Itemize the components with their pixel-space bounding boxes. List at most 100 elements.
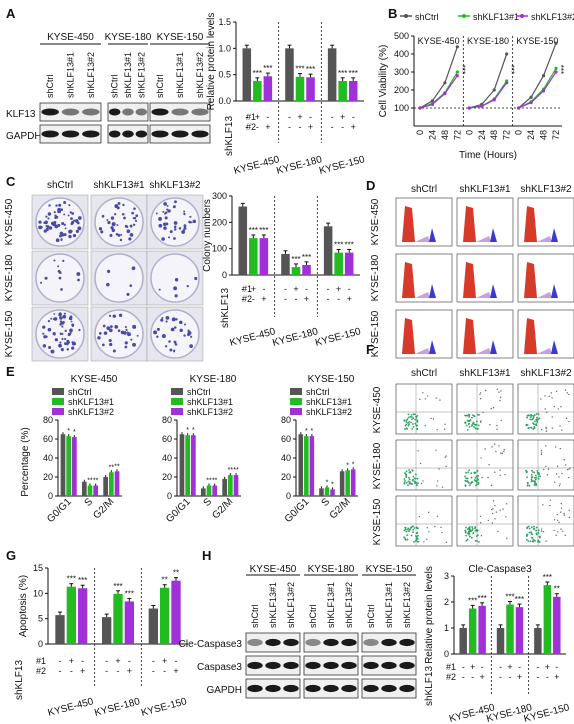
chart-c-bar [238, 206, 248, 275]
flow-event [526, 416, 528, 419]
flow-event [470, 472, 473, 475]
colony-dot [112, 314, 116, 318]
chart-a-design-row-label: #2 [246, 122, 256, 132]
blot-h-band [247, 684, 263, 693]
chart-a-category-label: KYSE-450 [233, 154, 281, 177]
blot-h-row-label: Caspase3 [197, 662, 242, 673]
chart-g-y-tick-label: 0 [38, 639, 43, 649]
chart-a-significance-stars: *** [306, 65, 315, 74]
chart-c-design-mark: - [241, 284, 244, 294]
chart-a-design-row-label: #1 [246, 112, 256, 122]
colony-dot [64, 227, 67, 230]
colony-dot [120, 233, 123, 236]
chart-h-design-mark: - [536, 672, 539, 682]
flow-event [525, 424, 528, 427]
flow-event [535, 484, 538, 487]
flow-event [526, 476, 528, 479]
flow-event [506, 537, 508, 539]
colony-dot [53, 211, 56, 214]
colony-dot [76, 272, 81, 276]
cycle-bar [227, 475, 233, 496]
flow-event [472, 532, 475, 534]
colony-col-label: shCtrl [47, 180, 73, 191]
flow-event [422, 480, 424, 482]
colony-dot [70, 320, 73, 323]
viability-x-tick-label: 24 [427, 130, 437, 140]
colony-dot [59, 231, 64, 236]
flow-event [532, 416, 535, 418]
blot-a-band [108, 130, 121, 138]
cycle-col-label: shCtrl [411, 184, 437, 195]
flow-event [467, 413, 470, 416]
chart-g-bar [124, 601, 134, 644]
cycle-bar-stars: * [326, 479, 329, 486]
flow-event [531, 476, 533, 479]
flow-plot-frame [456, 495, 514, 547]
blot-h-lane-label: shCtrl [250, 604, 260, 628]
flow-event [499, 469, 501, 471]
flow-event [445, 465, 447, 468]
flow-event [435, 397, 437, 399]
flow-event [557, 408, 559, 410]
cycle-bar-legend-swatch [171, 408, 183, 415]
flow-event [545, 426, 547, 429]
colony-dot [173, 340, 177, 344]
cycle-bar [324, 487, 330, 496]
colony-dot [173, 221, 178, 225]
cycle-row-label: KYSE-150 [370, 310, 381, 357]
flow-event [479, 522, 482, 524]
viability-y-tick-label: 300 [394, 67, 409, 77]
viability-y-tick-label: 500 [394, 31, 409, 41]
chart-a-design-mark: + [297, 112, 302, 122]
flow-event [535, 416, 538, 419]
flow-event [496, 388, 499, 390]
flow-event [556, 519, 559, 521]
flow-event [553, 529, 555, 532]
chart-a-bar [295, 76, 305, 101]
chart-g-design-mark: + [127, 666, 132, 676]
colony-dot [74, 219, 79, 223]
flow-event [560, 502, 562, 505]
flow-event [494, 518, 496, 520]
chart-a-design-mark: - [309, 112, 312, 122]
cycle-s-fill [476, 292, 491, 298]
flow-event [410, 413, 413, 416]
flow-event [408, 478, 411, 481]
colony-dot [156, 335, 159, 338]
chart-g-design-mark: - [152, 666, 155, 676]
viability-point [554, 41, 558, 45]
flow-plot-frame [517, 439, 574, 491]
cycle-s-fill [537, 348, 552, 354]
flow-event [529, 540, 532, 543]
chart-g-category-label: KYSE-180 [93, 696, 141, 719]
flow-event [419, 462, 422, 465]
colony-dot [63, 213, 66, 216]
flow-event [464, 475, 466, 478]
colony-dot [181, 230, 186, 234]
chart-a-design-mark: - [299, 122, 302, 132]
viability-point [541, 74, 546, 78]
cycle-bar [200, 488, 206, 496]
flow-plot-frame [395, 495, 453, 547]
chart-a-bar [306, 77, 315, 101]
chart-c-bar [302, 264, 311, 275]
flow-event [526, 470, 528, 473]
flow-event [528, 527, 531, 530]
colony-dot [168, 340, 171, 343]
chart-g-y-tick-label: 10 [33, 588, 43, 598]
chart-c-design-row-label: #1 [242, 284, 252, 294]
colony-dot [153, 330, 158, 335]
blot-a-lane-label: shKLF13#2 [86, 52, 96, 98]
colony-dot [59, 316, 63, 320]
colony-dot [116, 224, 119, 227]
panel-b-letter: B [388, 6, 397, 21]
colony-dot [114, 324, 119, 329]
cycle-bar [345, 470, 350, 496]
blot-h-band [363, 684, 379, 693]
blot-h-band [323, 661, 339, 670]
cycle-g2-peak [429, 228, 436, 242]
flow-event [537, 532, 540, 534]
chart-a-significance-stars: *** [263, 64, 272, 73]
colony-dot [73, 343, 76, 346]
flow-event [445, 541, 448, 544]
